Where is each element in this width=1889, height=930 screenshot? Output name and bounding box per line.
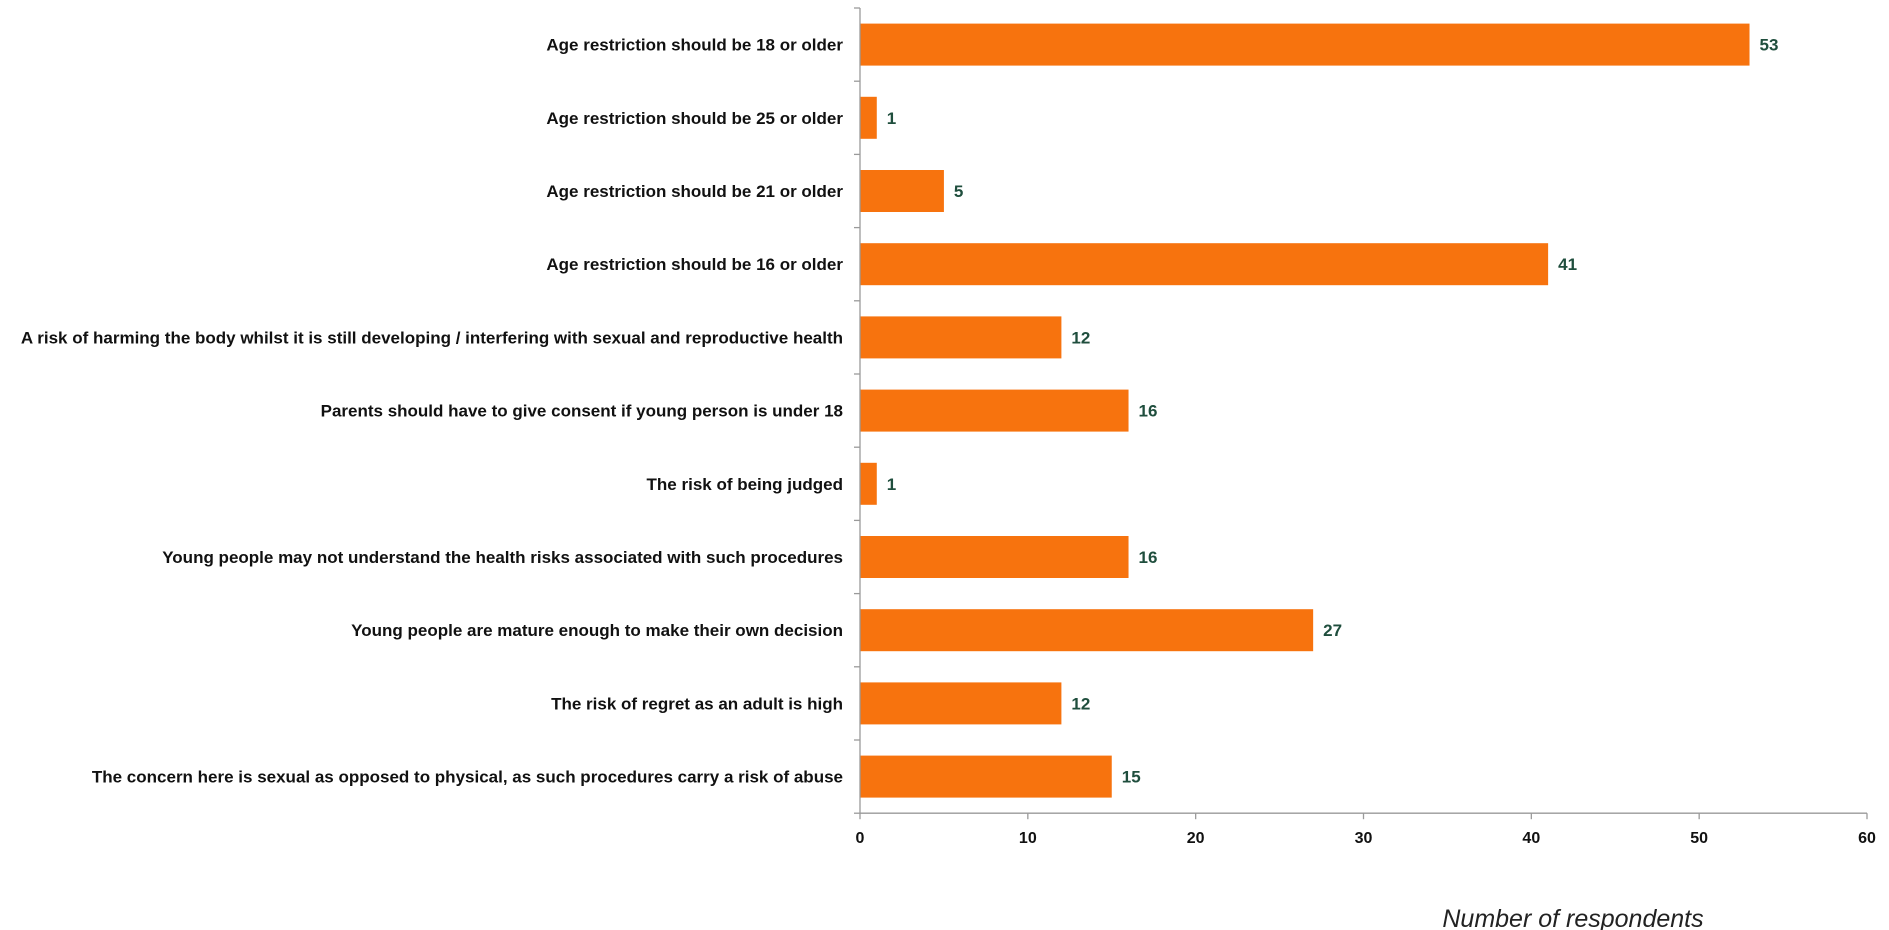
- category-label: Young people may not understand the heal…: [162, 548, 843, 567]
- x-tick-label: 30: [1355, 830, 1373, 847]
- value-label: 5: [954, 182, 963, 201]
- value-label: 12: [1071, 328, 1090, 347]
- value-label: 16: [1139, 548, 1158, 567]
- bar: [860, 316, 1062, 359]
- value-label: 1: [887, 475, 896, 494]
- x-tick-label: 20: [1187, 830, 1205, 847]
- category-label: Age restriction should be 25 or older: [546, 109, 843, 128]
- axes-group: [854, 7, 1868, 820]
- value-label: 41: [1558, 255, 1577, 274]
- bar: [860, 609, 1314, 652]
- category-label: Parents should have to give consent if y…: [321, 402, 843, 421]
- value-label: 16: [1139, 402, 1158, 421]
- category-label: A risk of harming the body whilst it is …: [21, 328, 843, 347]
- category-label: The risk of being judged: [647, 475, 843, 494]
- x-tick-label: 10: [1019, 830, 1037, 847]
- value-label: 53: [1760, 36, 1779, 55]
- bar: [860, 96, 877, 139]
- bar: [860, 170, 944, 212]
- x-tick-label: 60: [1858, 830, 1876, 847]
- bar: [860, 389, 1129, 432]
- value-label: 1: [887, 109, 896, 128]
- category-label: The risk of regret as an adult is high: [551, 694, 843, 713]
- value-label: 12: [1071, 694, 1090, 713]
- x-axis-title: Number of respondents: [1442, 905, 1703, 930]
- category-label: Age restriction should be 16 or older: [546, 255, 843, 274]
- category-label: Young people are mature enough to make t…: [351, 621, 843, 640]
- labels-group: Age restriction should be 18 or older 53 A…: [21, 36, 1876, 848]
- category-label: The concern here is sexual as opposed to…: [92, 768, 843, 787]
- value-label: 27: [1323, 621, 1342, 640]
- x-tick-label: 0: [856, 830, 865, 847]
- bar: [860, 462, 877, 505]
- value-label: 15: [1122, 768, 1141, 787]
- x-tick-label: 40: [1522, 830, 1540, 847]
- bar: [860, 23, 1750, 66]
- bar: [860, 755, 1112, 798]
- bars-group: [860, 23, 1750, 798]
- category-label: Age restriction should be 18 or older: [546, 36, 843, 55]
- bar: [860, 243, 1549, 286]
- bar: [860, 682, 1062, 725]
- category-label: Age restriction should be 21 or older: [546, 182, 843, 201]
- x-tick-label: 50: [1690, 830, 1708, 847]
- bar: [860, 536, 1129, 578]
